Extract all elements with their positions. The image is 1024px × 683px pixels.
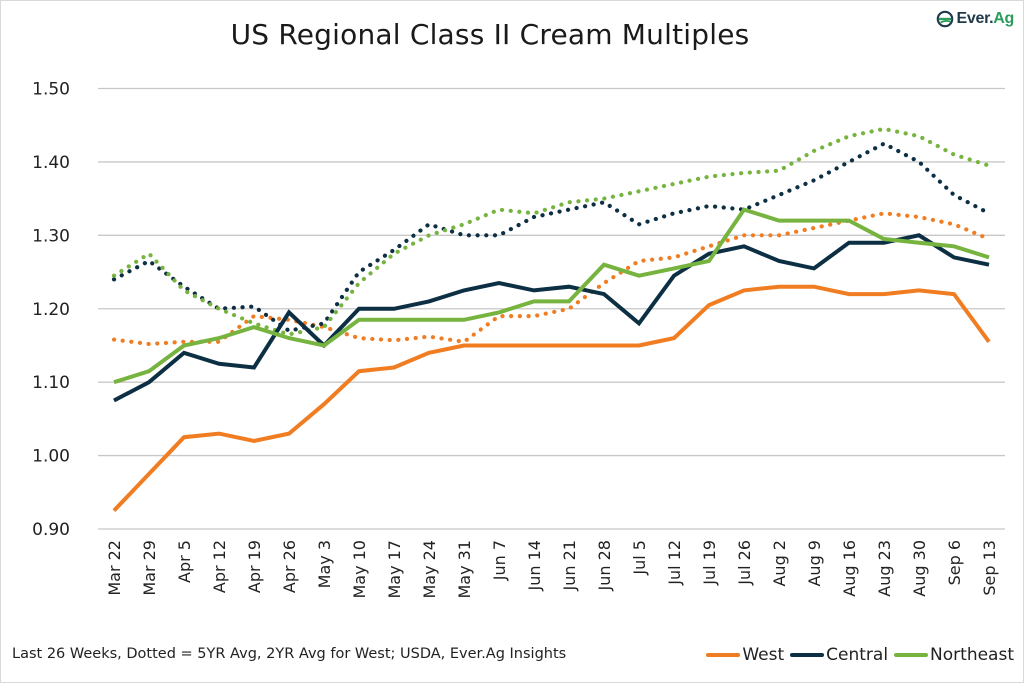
x-tick-label: Jul 5 bbox=[630, 540, 649, 576]
ever-ag-logo: Ever.Ag bbox=[936, 10, 1015, 28]
legend-label-west: West bbox=[742, 645, 785, 665]
x-tick-label: Jun 7 bbox=[490, 540, 509, 581]
series-lines bbox=[111, 126, 992, 512]
legend-label-central: Central bbox=[826, 645, 889, 665]
x-tick-label: May 10 bbox=[350, 540, 369, 599]
series-line-west-2yr-avg bbox=[111, 211, 992, 347]
x-tick-label: Aug 16 bbox=[840, 540, 859, 597]
x-tick-label: Apr 19 bbox=[245, 540, 264, 593]
x-tick-label: Aug 9 bbox=[805, 540, 824, 587]
y-tick-label: 1.50 bbox=[32, 80, 70, 100]
x-tick-label: Aug 23 bbox=[875, 540, 894, 597]
x-tick-label: Mar 29 bbox=[140, 540, 159, 596]
x-tick-label: Apr 5 bbox=[175, 540, 194, 583]
footnote: Last 26 Weeks, Dotted = 5YR Avg, 2YR Avg… bbox=[12, 646, 567, 662]
y-tick-label: 1.10 bbox=[32, 373, 70, 393]
x-tick-label: Sep 13 bbox=[980, 540, 999, 596]
x-tick-label: Apr 26 bbox=[280, 540, 299, 593]
x-tick-label: Sep 6 bbox=[945, 540, 964, 585]
x-tick-label: Aug 30 bbox=[910, 540, 929, 597]
legend-swatch-northeast bbox=[894, 653, 929, 657]
x-tick-label: Jul 26 bbox=[735, 540, 754, 586]
x-tick-label: Mar 22 bbox=[105, 540, 124, 596]
chart-title: US Regional Class II Cream Multiples bbox=[230, 18, 750, 51]
series-line-central bbox=[113, 233, 990, 403]
x-tick-label: May 17 bbox=[385, 540, 404, 599]
logo-mark-icon bbox=[936, 10, 953, 28]
gridlines bbox=[98, 87, 1005, 530]
legend-swatch-west bbox=[706, 653, 741, 657]
x-tick-label: Apr 12 bbox=[210, 540, 229, 593]
legend-item-central: Central bbox=[790, 645, 888, 665]
y-tick-label: 0.90 bbox=[32, 520, 70, 540]
x-tick-label: May 31 bbox=[455, 540, 474, 599]
legend-item-northeast: Northeast bbox=[894, 645, 1014, 665]
series-line-northeast-5yr-avg bbox=[111, 126, 992, 337]
series-line-west bbox=[112, 284, 991, 512]
x-tick-label: May 3 bbox=[315, 540, 334, 588]
x-tick-label: May 24 bbox=[420, 540, 439, 599]
x-tick-label: Jun 21 bbox=[560, 540, 579, 591]
legend-swatch-central bbox=[790, 653, 825, 657]
legend: West Central Northeast bbox=[706, 645, 1014, 665]
x-tick-label: Jul 19 bbox=[700, 540, 719, 586]
y-tick-label: 1.40 bbox=[32, 153, 70, 173]
x-axis-ticks: Mar 22 Mar 29 Apr 5 Apr 12 Apr 19 Apr 26 May 3… bbox=[105, 540, 999, 599]
y-tick-label: 1.20 bbox=[32, 300, 70, 320]
logo-text: Ever.Ag bbox=[957, 10, 1015, 28]
x-tick-label: Aug 2 bbox=[770, 540, 789, 587]
logo-text-ever: Ever. bbox=[956, 10, 994, 27]
x-tick-label: Jun 14 bbox=[525, 540, 544, 591]
series-line-northeast bbox=[113, 207, 990, 385]
legend-label-northeast: Northeast bbox=[930, 645, 1014, 665]
y-tick-label: 1.00 bbox=[32, 447, 70, 467]
x-tick-label: Jul 12 bbox=[665, 540, 684, 586]
logo-text-ag: Ag bbox=[993, 10, 1014, 27]
y-tick-label: 1.30 bbox=[32, 226, 70, 246]
x-tick-label: Jun 28 bbox=[595, 540, 614, 591]
series-line-central-5yr-avg bbox=[111, 141, 992, 334]
legend-item-west: West bbox=[706, 645, 784, 665]
y-axis-ticks: 0.90 1.00 1.10 1.20 1.30 1.40 1.50 bbox=[32, 80, 70, 541]
